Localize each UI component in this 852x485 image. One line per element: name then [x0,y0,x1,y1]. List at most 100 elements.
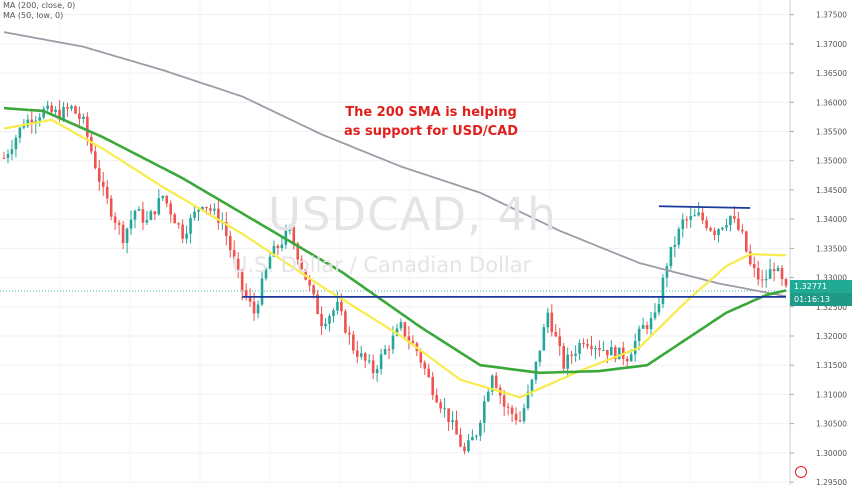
candle-up [467,440,470,452]
candle-up [725,225,728,228]
candle-down [86,116,89,137]
candle-down [705,220,708,229]
candle-up [617,347,621,360]
indicator-ma200-label[interactable]: MA (200, close, 0) [3,1,76,10]
candle-down [494,375,498,388]
candle-down [419,351,423,363]
candle-down [752,264,756,269]
ma-line [3,106,787,375]
candle-up [395,328,399,336]
description-watermark: U.S. Dollar / Canadian Dollar [232,253,532,277]
candle-down [625,358,629,362]
candle-down [117,222,121,225]
candle-up [18,127,22,138]
grid-lines [0,0,790,485]
candle-up [125,228,129,243]
axis-tick-label: 1.31000 [816,390,847,399]
candle-up [665,266,669,278]
candle-down [514,413,518,421]
candle-up [149,211,153,220]
candle-up [657,304,661,313]
candle-down [296,243,300,260]
candle-down [701,212,704,221]
candle-down [90,136,93,152]
candle-up [336,301,339,311]
axis-tick-label: 1.32000 [816,332,847,341]
candle-down [582,343,585,345]
candle-down [510,407,514,414]
moving-average-lines [3,31,787,399]
candle-down [598,347,601,351]
candle-down [304,269,307,280]
candle-up [6,154,10,158]
candle-up [574,353,577,356]
candle-down [209,208,212,211]
candle-up [717,229,720,236]
candle-down [423,362,427,369]
candle-down [217,208,220,223]
candle-down [105,186,109,199]
candle-up [324,323,327,327]
candle-up [693,215,697,217]
candle-down [181,224,184,239]
candle-down [173,214,176,224]
candle-down [348,332,351,335]
countdown-badge: 01:16:13 [790,293,852,306]
candle-up [197,209,200,212]
candle-down [371,360,375,374]
candle-down [645,325,649,330]
candle-up [566,354,569,369]
candle-up [38,117,42,121]
candle-up [399,322,403,329]
candle-up [189,217,192,234]
candle-up [475,435,478,437]
candle-down [713,230,716,236]
candle-down [292,226,296,244]
axis-tick-label: 1.36500 [816,69,847,78]
alert-icon[interactable] [795,466,807,478]
candle-up [161,195,165,199]
candle-down [780,268,784,279]
candle-down [463,446,466,452]
candle-down [387,349,391,351]
candle-down [344,311,347,333]
candle-up [629,354,633,362]
candle-up [697,212,700,216]
candle-up [260,278,264,305]
symbol-watermark: USDCAD, 4h [268,188,557,241]
candle-down [141,209,145,223]
candle-up [721,227,724,230]
candle-down [109,198,113,217]
candle-up [129,219,133,229]
candle-down [403,322,407,337]
axis-tick-label: 1.36000 [816,98,847,107]
candle-down [50,105,53,112]
candle-up [653,312,657,319]
candle-down [93,151,97,169]
candle-up [268,256,272,269]
candle-down [459,434,462,447]
candle-up [649,318,653,330]
candle-up [729,216,732,226]
candle-down [232,250,236,259]
candle-down [737,218,740,230]
candle-up [768,269,772,279]
candle-down [741,229,744,232]
indicator-ma50-label[interactable]: MA (50, low, 0) [3,11,64,20]
candle-down [113,216,117,223]
candle-down [316,294,319,314]
candle-up [689,215,693,220]
candle-up [669,246,673,267]
candle-down [558,336,562,347]
candle-up [145,219,149,223]
candle-up [641,325,645,329]
candle-down [244,290,248,297]
candle-up [490,375,494,392]
candle-down [340,301,343,312]
candle-down [435,395,438,403]
candle-down [78,113,81,119]
candle-down [355,350,359,357]
candle-up [681,219,685,229]
candle-down [153,211,157,215]
